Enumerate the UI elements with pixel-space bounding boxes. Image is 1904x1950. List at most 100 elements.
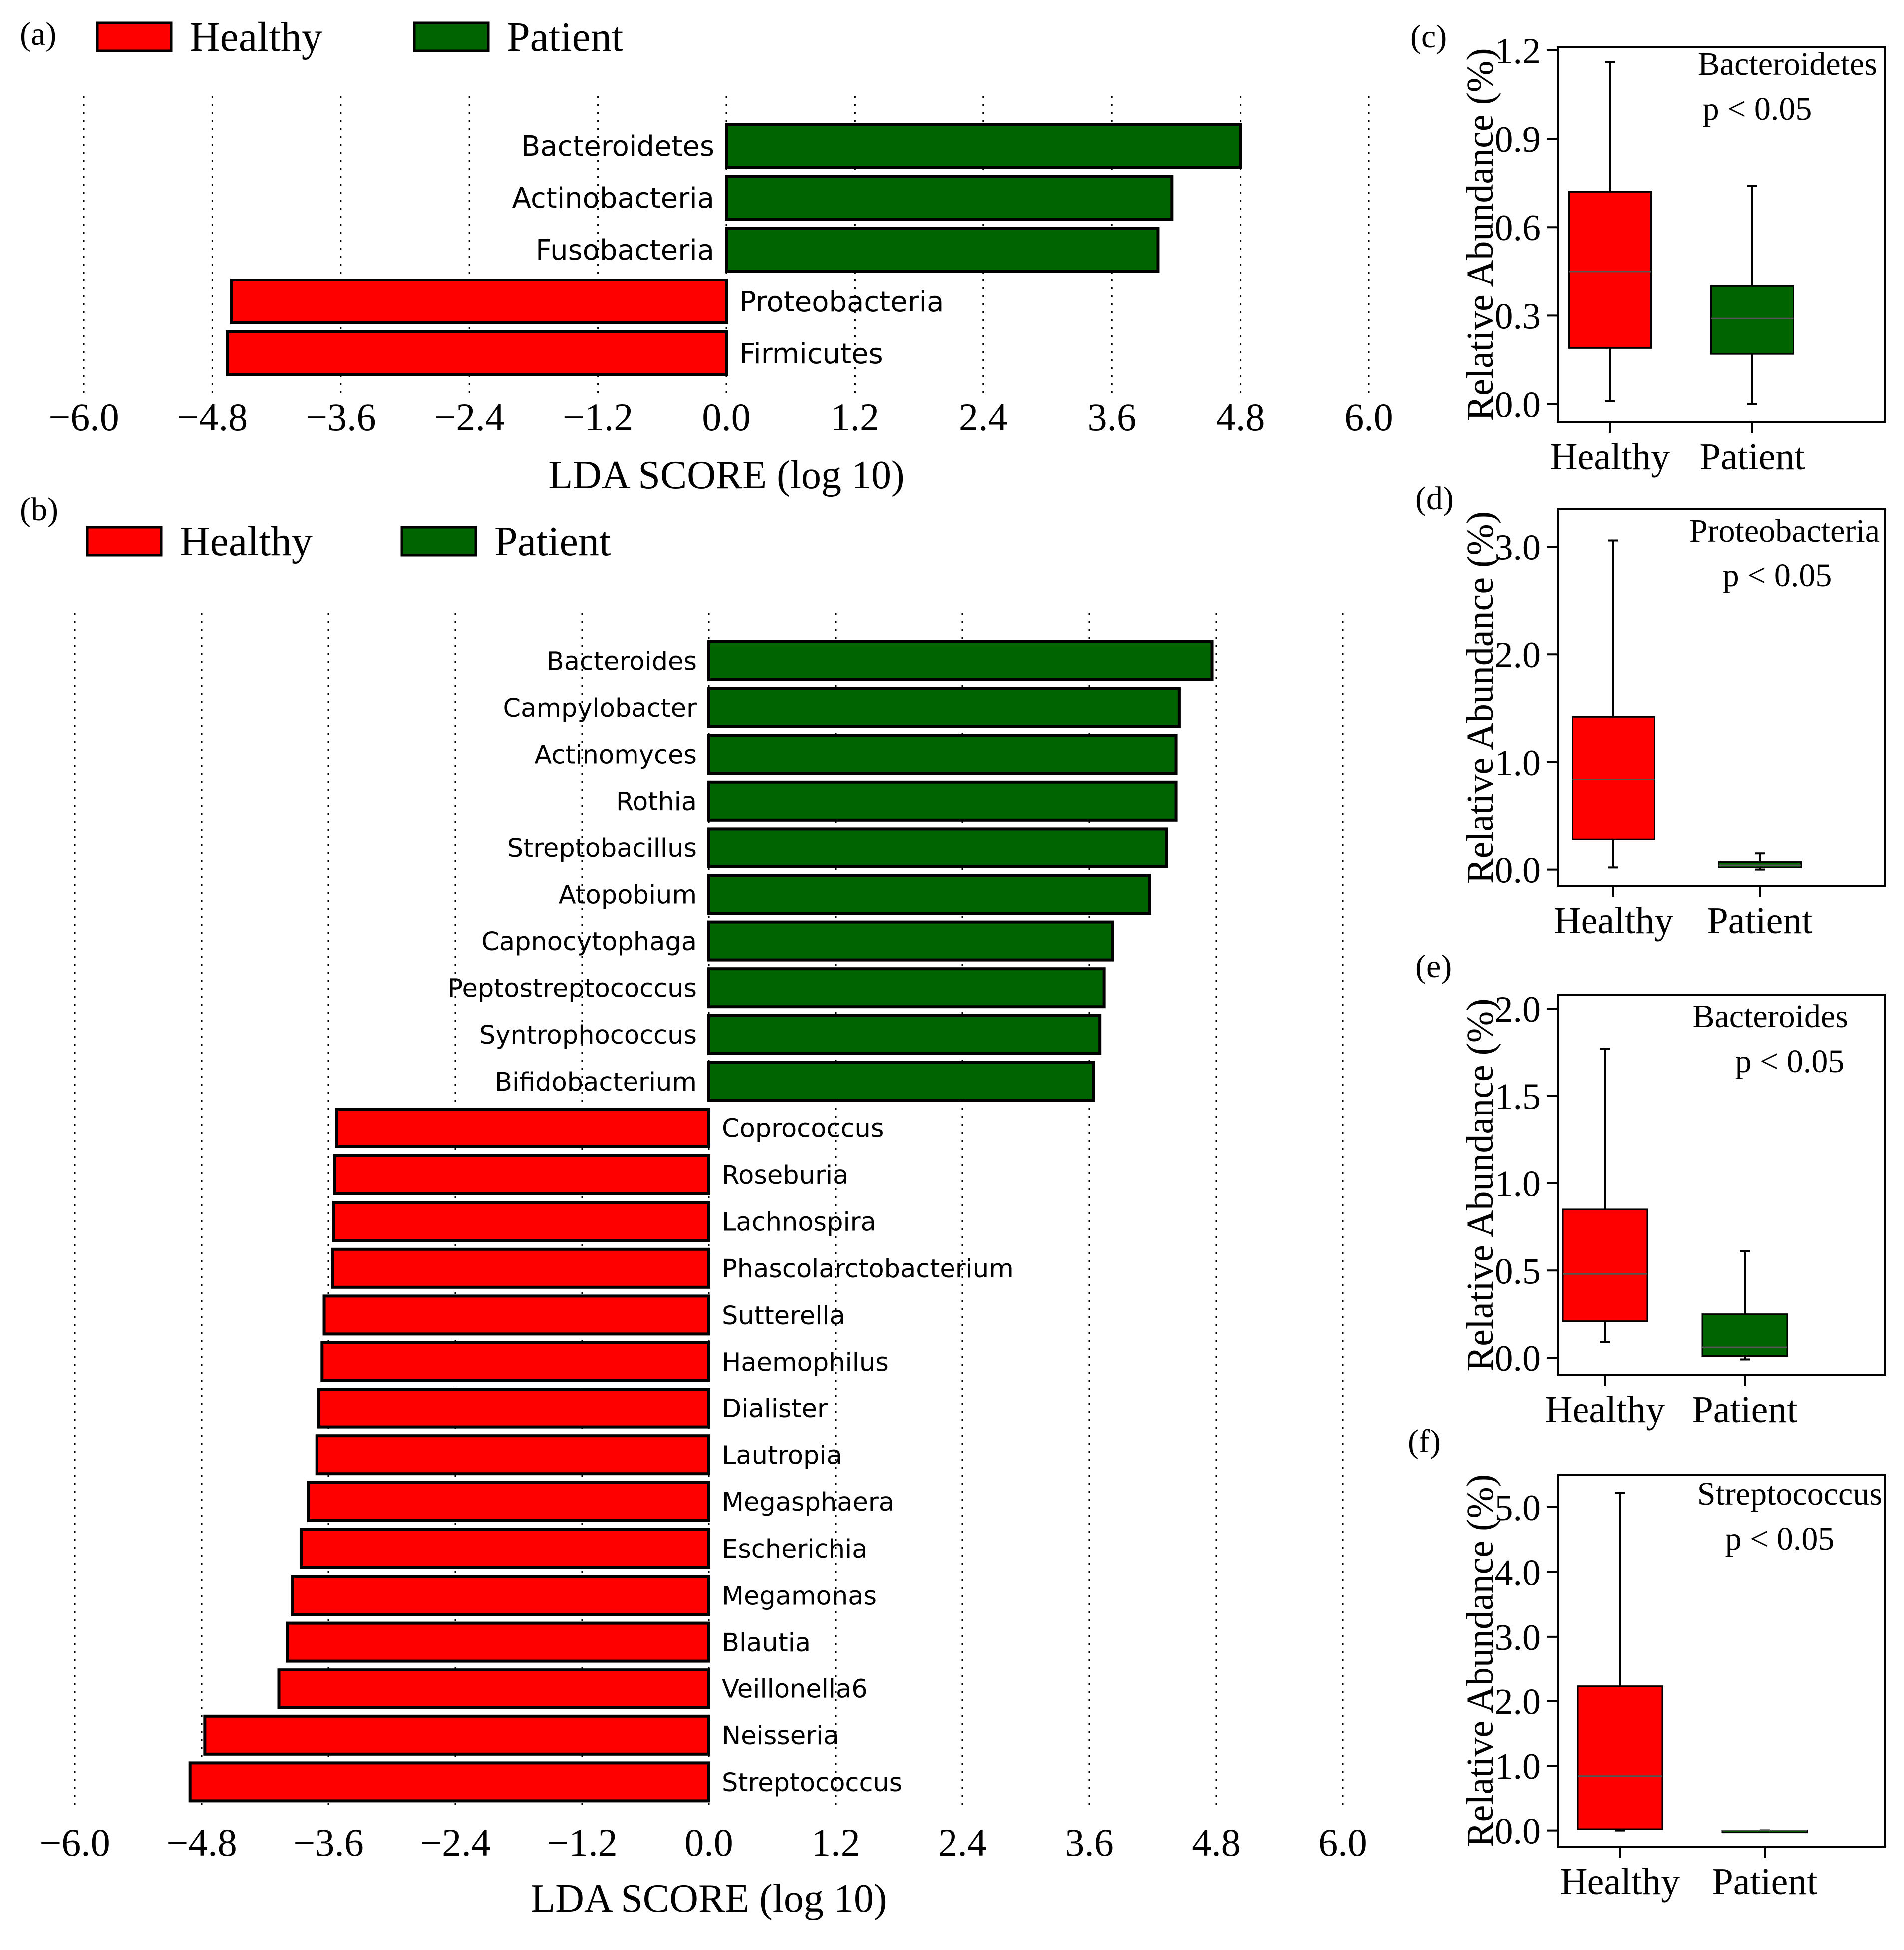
bar-streptococcus <box>188 1761 710 1803</box>
bar-syntrophococcus <box>707 1014 1102 1055</box>
y-tick-label: 2.0 <box>1495 989 1541 1030</box>
bar-proteobacteria <box>230 279 728 324</box>
y-axis-title: Relative Abundance (%) <box>1459 48 1501 421</box>
bar-escherichia <box>299 1528 710 1569</box>
lda-panel-a: (a) Healthy Patient −6.0 −4.8 −3.6 −2.4 −1.2 0.0… <box>20 14 1393 497</box>
box-healthy <box>1577 1685 1663 1830</box>
bar-label: Proteobacteria <box>739 286 944 318</box>
bar-atopobium <box>707 874 1151 915</box>
x-tick-label: −3.6 <box>293 1821 364 1864</box>
bar-label: Streptobacillus <box>507 834 697 863</box>
x-tick-label: Healthy <box>1560 1861 1680 1903</box>
panel-title: Bacteroides <box>1692 998 1848 1035</box>
legend-swatch-patient <box>413 21 490 52</box>
lda-panel-b: (b) Healthy Patient −6.0 −4.8 −3.6 −2.4 −1.2 0.0… <box>20 491 1367 1921</box>
plot-frame <box>1557 508 1886 887</box>
x-tick-label: Patient <box>1707 900 1812 942</box>
x-tick-label: 3.6 <box>1087 395 1136 439</box>
bar-label: Firmicutes <box>739 338 883 370</box>
legend-swatch-patient <box>400 526 477 557</box>
panel-label: (a) <box>20 16 56 52</box>
bar-label: Actinomyces <box>534 741 697 770</box>
bar-actinobacteria <box>725 175 1174 221</box>
bar-label: Phascolarctobacterium <box>722 1254 1014 1284</box>
bar-bacteroidetes <box>725 123 1242 169</box>
bar-label: Veillonella6 <box>722 1675 868 1704</box>
y-tick-label: 1.0 <box>1495 1164 1541 1205</box>
bar-rothia <box>707 780 1178 822</box>
bar-label: Streptococcus <box>722 1768 902 1798</box>
y-tick-label: 0.0 <box>1495 850 1541 891</box>
p-value-annotation: p < 0.05 <box>1735 1043 1845 1080</box>
x-tick-label: −6.0 <box>39 1821 110 1864</box>
bar-label: Sutterella <box>722 1301 845 1331</box>
bar-label: Campylobacter <box>503 694 697 723</box>
box-patient <box>1710 285 1794 355</box>
box-healthy <box>1572 716 1655 840</box>
bar-capnocytophaga <box>707 920 1114 962</box>
y-tick-label: 0.9 <box>1495 119 1541 160</box>
bar-label: Lachnospira <box>722 1208 876 1237</box>
p-value-annotation: p < 0.05 <box>1725 1521 1835 1557</box>
bar-campylobacter <box>707 687 1181 728</box>
p-value-annotation: p < 0.05 <box>1723 557 1832 594</box>
x-tick-label: 3.6 <box>1065 1821 1114 1864</box>
bar-streptobacillus <box>707 827 1168 868</box>
bar-actinomyces <box>707 734 1178 775</box>
panel-title: Bacteroidetes <box>1698 46 1877 82</box>
y-tick-label: 5.0 <box>1495 1488 1541 1529</box>
bar-roseburia <box>333 1154 710 1195</box>
y-tick-label: 0.5 <box>1495 1251 1541 1292</box>
x-tick-label: −4.8 <box>166 1821 237 1864</box>
bar-bifidobacterium <box>707 1061 1095 1102</box>
x-tick-label: Healthy <box>1554 900 1674 942</box>
bar-sutterella <box>322 1294 710 1336</box>
bar-coprococcus <box>335 1108 710 1148</box>
x-tick-label: Patient <box>1699 436 1805 478</box>
bar-label: Dialister <box>722 1394 828 1424</box>
bar-label: Bacteroidetes <box>521 130 714 163</box>
x-tick-label: 6.0 <box>1344 395 1393 439</box>
plot-frame <box>1557 46 1886 423</box>
bar-label: Megamonas <box>722 1581 877 1611</box>
x-axis-title: LDA SCORE (log 10) <box>531 1877 887 1921</box>
y-tick-label: 3.0 <box>1495 528 1541 568</box>
y-tick-label: 1.0 <box>1495 1746 1541 1787</box>
bar-haemophilus <box>320 1341 710 1382</box>
x-tick-label: 2.4 <box>938 1821 987 1864</box>
bar-firmicutes <box>226 330 728 376</box>
x-tick-label: 4.8 <box>1192 1821 1241 1864</box>
x-tick-label: Healthy <box>1550 436 1670 478</box>
legend-swatch-healthy <box>86 526 163 557</box>
x-tick-label: −3.6 <box>306 395 376 439</box>
y-tick-label: 0.3 <box>1495 296 1541 337</box>
y-axis-title: Relative Abundance (%) <box>1459 1474 1501 1847</box>
bar-label: Syntrophococcus <box>479 1021 697 1050</box>
bar-megamonas <box>291 1575 710 1616</box>
x-tick-label: −1.2 <box>547 1821 618 1864</box>
bar-label: Megasphaera <box>722 1488 894 1517</box>
x-tick-label: −2.4 <box>434 395 505 439</box>
bar-label: Bifidobacterium <box>495 1068 697 1097</box>
bar-dialister <box>317 1388 710 1429</box>
panel-title: Streptococcus <box>1697 1476 1882 1512</box>
bar-label: Actinobacteria <box>512 182 714 215</box>
box-healthy <box>1562 1208 1648 1322</box>
bar-fusobacteria <box>725 227 1160 273</box>
x-tick-label: 2.4 <box>959 395 1008 439</box>
x-tick-label: −4.8 <box>177 395 248 439</box>
bar-label: Bacteroides <box>547 647 697 676</box>
bar-label: Fusobacteria <box>536 234 714 267</box>
y-tick-label: 1.2 <box>1495 31 1541 72</box>
bar-label: Atopobium <box>559 880 697 910</box>
bar-label: Peptostreptococcus <box>448 974 697 1004</box>
legend-label-healthy: Healthy <box>180 518 313 564</box>
bar-lautropia <box>315 1434 710 1476</box>
panel-label: (f) <box>1408 1423 1441 1460</box>
y-tick-label: 1.0 <box>1495 743 1541 784</box>
panel-label: (d) <box>1415 480 1454 517</box>
legend-label-patient: Patient <box>507 14 623 60</box>
box-healthy <box>1568 191 1652 349</box>
